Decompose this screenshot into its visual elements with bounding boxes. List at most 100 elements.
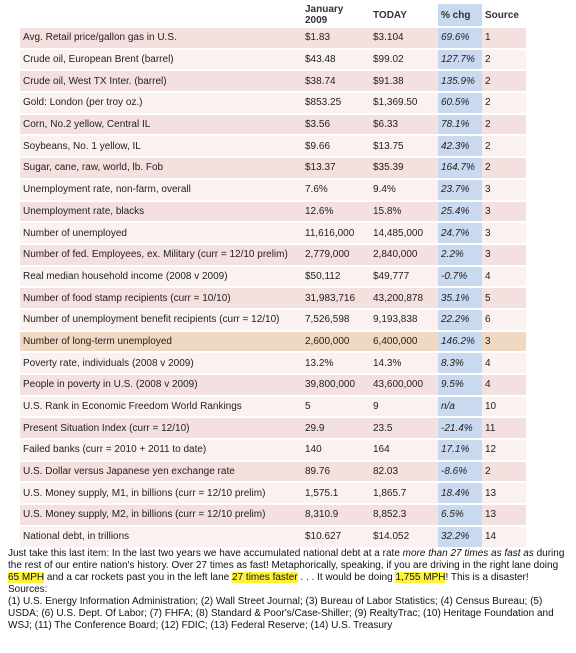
table-row: Present Situation Index (curr = 12/10) 29…	[20, 416, 526, 440]
cell: 9,193,838	[370, 307, 438, 331]
row-label: Gold: London (per troy oz.)	[20, 91, 302, 114]
table-row: Number of unemployment benefit recipient…	[20, 307, 526, 331]
cell: 3	[482, 242, 526, 266]
row-label: U.S. Dollar versus Japanese yen exchange…	[20, 459, 302, 483]
cell: 7.6%	[302, 177, 370, 201]
table-row: Number of fed. Employees, ex. Military (…	[20, 242, 526, 266]
column-header: TODAY	[373, 9, 407, 21]
row-label: Corn, No.2 yellow, Central IL	[20, 112, 302, 136]
cell: $35.39	[370, 156, 438, 179]
cell: 3	[482, 329, 526, 353]
table-row: U.S. Money supply, M1, in billions (curr…	[20, 481, 526, 505]
cell: 43,600,000	[370, 373, 438, 396]
row-label: Number of unemployed	[20, 221, 302, 244]
table-row: Poverty rate, individuals (2008 v 2009) 1…	[20, 351, 526, 374]
row-label: Number of food stamp recipients (curr = …	[20, 286, 302, 309]
cell: $14.052	[370, 524, 438, 547]
note-highlight: 65 MPH	[8, 572, 45, 583]
table-row: Unemployment rate, non-farm, overall 7.6%…	[20, 177, 526, 201]
header-row: January 2009 TODAY % chg Source	[20, 4, 526, 27]
cell: 9.5%	[438, 373, 482, 396]
cell: $49,777	[370, 264, 438, 288]
cell: 89.76	[302, 459, 370, 483]
row-label: Number of unemployment benefit recipient…	[20, 307, 302, 331]
cell: 1,575.1	[302, 481, 370, 505]
cell: $43.48	[302, 47, 370, 71]
note-highlight: 27 times faster	[232, 572, 298, 583]
cell: 14.3%	[370, 351, 438, 374]
cell: $91.38	[370, 69, 438, 93]
note-paragraph: Just take this last item: In the last tw…	[8, 548, 568, 584]
note-text: ! This is a disaster!	[445, 572, 529, 583]
cell: 3	[482, 199, 526, 223]
table-row: Number of long-term unemployed 2,600,000 6…	[20, 329, 526, 353]
table-row: Failed banks (curr = 2010 + 2011 to date…	[20, 438, 526, 461]
row-label: National debt, in trillions	[20, 524, 302, 547]
cell: 24.7%	[438, 221, 482, 244]
table-row: Avg. Retail price/gallon gas in U.S. $1.8…	[20, 26, 526, 49]
cell: $1,369.50	[370, 91, 438, 114]
cell: -0.7%	[438, 264, 482, 288]
table-row: People in poverty in U.S. (2008 v 2009) 3…	[20, 373, 526, 396]
cell: 9.4%	[370, 177, 438, 201]
cell: -8.6%	[438, 459, 482, 483]
cell: 14,485,000	[370, 221, 438, 244]
cell: 43,200,878	[370, 286, 438, 309]
note-text: during the rest of our entire nation's h…	[8, 548, 565, 571]
cell: 69.6%	[438, 26, 482, 49]
cell: 23.7%	[438, 177, 482, 201]
table-row: Crude oil, European Brent (barrel) $43.48…	[20, 47, 526, 71]
cell: $6.33	[370, 112, 438, 136]
cell: 13	[482, 503, 526, 526]
note: Just take this last item: In the last tw…	[8, 548, 568, 632]
cell: 15.8%	[370, 199, 438, 223]
row-label: Soybeans, No. 1 yellow, IL	[20, 134, 302, 158]
column-header: January 2009	[305, 4, 344, 26]
cell: 13.2%	[302, 351, 370, 374]
cell: 164	[370, 438, 438, 461]
column-header: % chg	[438, 4, 482, 27]
cell: $9.66	[302, 134, 370, 158]
cell: 8.3%	[438, 351, 482, 374]
cell: $38.74	[302, 69, 370, 93]
cell: $13.75	[370, 134, 438, 158]
row-label: Crude oil, West TX Inter. (barrel)	[20, 69, 302, 93]
row-label: Sugar, cane, raw, world, lb. Fob	[20, 156, 302, 179]
cell: 6.5%	[438, 503, 482, 526]
cell: 164.7%	[438, 156, 482, 179]
cell: 82.03	[370, 459, 438, 483]
cell: 2	[482, 459, 526, 483]
cell: 31,983,716	[302, 286, 370, 309]
cell: 42.3%	[438, 134, 482, 158]
cell: 2	[482, 156, 526, 179]
row-label: Present Situation Index (curr = 12/10)	[20, 416, 302, 440]
cell: 5	[482, 286, 526, 309]
cell: 1	[482, 26, 526, 49]
cell: 2,600,000	[302, 329, 370, 353]
cell: 22.2%	[438, 307, 482, 331]
row-label: U.S. Money supply, M1, in billions (curr…	[20, 481, 302, 505]
row-label: Unemployment rate, blacks	[20, 199, 302, 223]
cell: 35.1%	[438, 286, 482, 309]
cell: n/a	[438, 394, 482, 418]
cell: 146.2%	[438, 329, 482, 353]
cell: $1.83	[302, 26, 370, 49]
cell: $13.37	[302, 156, 370, 179]
cell: 2.2%	[438, 242, 482, 266]
table-row: Number of food stamp recipients (curr = …	[20, 286, 526, 309]
note-emphasis: more than 27 times as fast as	[402, 548, 534, 559]
note-highlight: 1,755 MPH	[395, 572, 446, 583]
cell: 2	[482, 134, 526, 158]
cell: 2	[482, 112, 526, 136]
cell: 25.4%	[438, 199, 482, 223]
cell: 6	[482, 307, 526, 331]
cell: 4	[482, 264, 526, 288]
data-table: January 2009 TODAY % chg Source Avg. Retail…	[20, 4, 526, 547]
column-header	[20, 4, 302, 27]
cell: 2,840,000	[370, 242, 438, 266]
cell: 4	[482, 373, 526, 396]
table-row: Corn, No.2 yellow, Central IL $3.56 $6.33 7…	[20, 112, 526, 136]
row-label: Avg. Retail price/gallon gas in U.S.	[20, 26, 302, 49]
row-label: Crude oil, European Brent (barrel)	[20, 47, 302, 71]
